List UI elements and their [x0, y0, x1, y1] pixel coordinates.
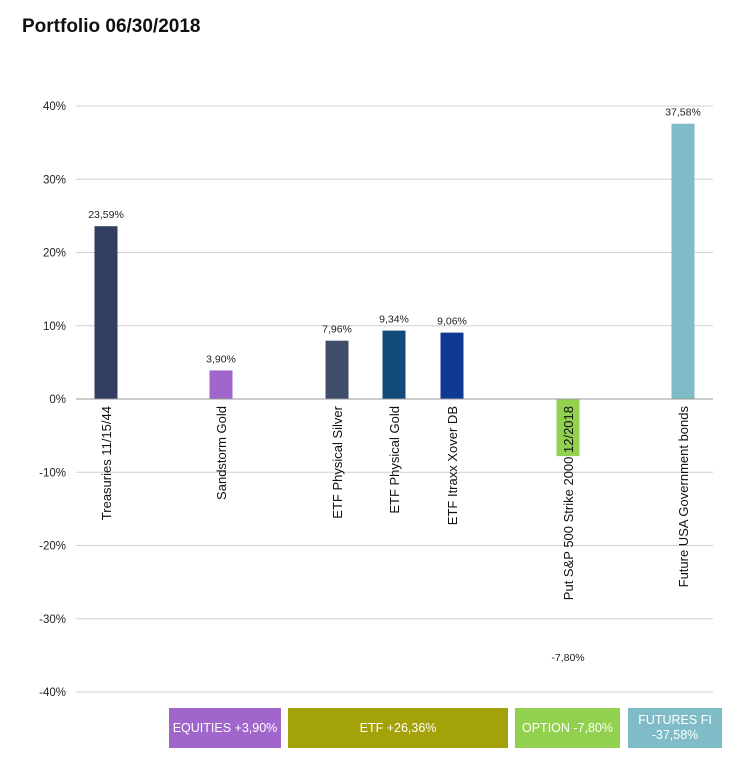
data-label: 7,96%	[322, 324, 352, 336]
chart-title: Portfolio 06/30/2018	[22, 16, 201, 37]
legend-futures: FUTURES FI -37,58%	[628, 708, 722, 748]
legend-futures-line-1: FUTURES FI	[638, 713, 712, 727]
legend-futures-line-2: -37,58%	[651, 728, 699, 742]
y-tick-label: -20%	[39, 541, 66, 553]
x-tick-label: Treasuries 11/15/44	[99, 406, 114, 520]
x-tick-label: ETF Itraxx Xover DB	[445, 406, 460, 525]
y-tick-label: -10%	[39, 467, 66, 479]
x-tick-label: ETF Physical Gold	[387, 406, 402, 514]
x-tick-label: Sandstorm Gold	[214, 406, 229, 500]
y-tick-label: 10%	[43, 321, 66, 333]
y-tick-label: 0%	[49, 394, 66, 406]
legend-etf: ETF +26,36%	[288, 708, 508, 748]
bar	[382, 330, 406, 399]
y-tick-label: 30%	[43, 174, 66, 186]
bar	[440, 332, 464, 399]
bar	[94, 226, 118, 399]
y-tick-label: -30%	[39, 614, 66, 626]
legend-option: OPTION -7,80%	[515, 708, 620, 748]
bar	[556, 399, 580, 457]
data-label: 3,90%	[206, 353, 236, 365]
x-tick-label: Future USA Government bonds	[676, 406, 691, 588]
x-tick-label: ETF Physical Silver	[330, 405, 345, 518]
x-tick-label: Put S&P 500 Strike 2000 12/2018	[561, 406, 576, 600]
data-label: 9,06%	[437, 316, 467, 328]
y-tick-label: 40%	[43, 101, 66, 113]
data-label: 23,59%	[88, 209, 124, 221]
data-label: -7,80%	[551, 652, 584, 664]
y-tick-label: 20%	[43, 248, 66, 260]
legend-equities: EQUITIES +3,90%	[169, 708, 281, 748]
data-label: 37,58%	[665, 107, 701, 119]
y-tick-label: -40%	[39, 687, 66, 699]
data-label: 9,34%	[379, 314, 409, 326]
bar	[325, 340, 349, 399]
bar	[209, 370, 233, 399]
bar	[671, 123, 695, 399]
